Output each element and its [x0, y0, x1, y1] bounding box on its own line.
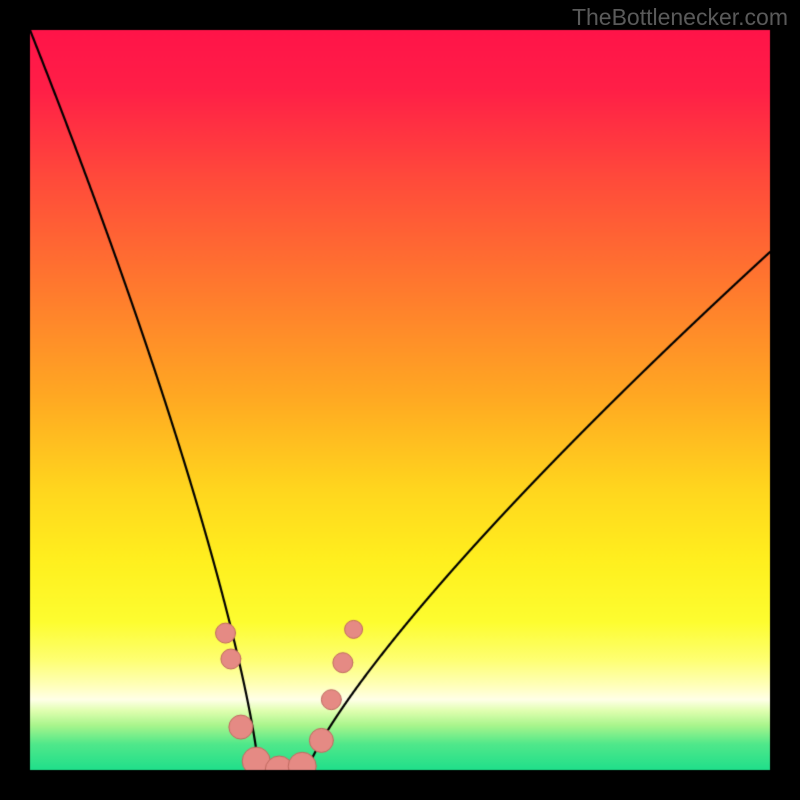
bottleneck-curve-chart: [0, 0, 800, 800]
chart-container: TheBottlenecker.com: [0, 0, 800, 800]
